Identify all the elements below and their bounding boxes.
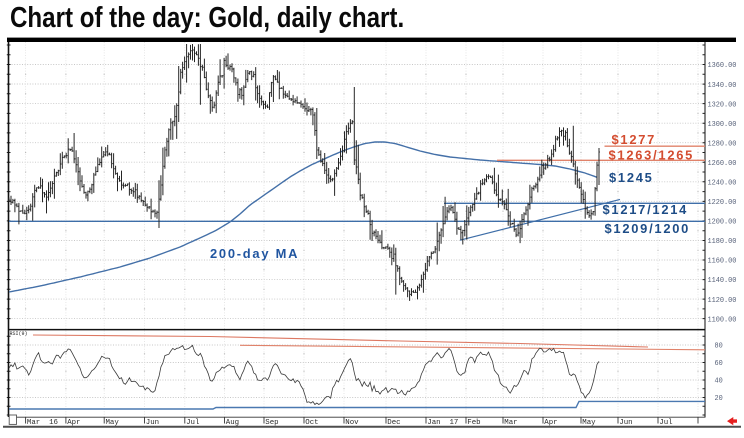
svg-text:1320.00: 1320.00	[708, 101, 737, 109]
svg-text:80: 80	[715, 343, 723, 351]
svg-text:May: May	[106, 419, 120, 427]
svg-text:1300.00: 1300.00	[708, 121, 737, 129]
svg-text:Apr: Apr	[544, 419, 557, 427]
svg-text:Aug: Aug	[226, 419, 239, 427]
svg-text:1120.00: 1120.00	[708, 297, 737, 305]
svg-text:1100.00: 1100.00	[708, 316, 737, 324]
svg-text:Apr: Apr	[67, 419, 80, 427]
svg-text:Mar: Mar	[504, 419, 517, 427]
svg-text:Jul: Jul	[186, 419, 200, 427]
svg-text:1280.00: 1280.00	[708, 140, 737, 148]
svg-text:1340.00: 1340.00	[708, 82, 737, 90]
svg-text:Jun: Jun	[619, 419, 632, 427]
svg-text:Nov: Nov	[345, 419, 359, 427]
svg-text:Jun: Jun	[146, 419, 159, 427]
svg-text:1260.00: 1260.00	[708, 160, 737, 168]
svg-text:1360.00: 1360.00	[708, 62, 737, 70]
svg-text:40: 40	[715, 378, 723, 386]
svg-text:1200.00: 1200.00	[708, 219, 737, 227]
svg-text:$1277: $1277	[612, 132, 657, 147]
svg-text:1160.00: 1160.00	[708, 258, 737, 266]
svg-text:RSI(9): RSI(9)	[10, 331, 28, 337]
svg-text:$1217/1214: $1217/1214	[603, 202, 689, 217]
svg-text:200-day MA: 200-day MA	[210, 246, 299, 261]
svg-text:20: 20	[715, 395, 723, 403]
svg-text:Oct: Oct	[305, 419, 318, 427]
svg-text:1180.00: 1180.00	[708, 238, 737, 246]
svg-text:$1245: $1245	[609, 170, 654, 185]
svg-text:$1209/1200: $1209/1200	[605, 221, 691, 236]
svg-text:1220.00: 1220.00	[708, 199, 737, 207]
svg-text:Dec: Dec	[387, 419, 400, 427]
svg-text:60: 60	[715, 360, 723, 368]
svg-text:Jan 17: Jan 17	[427, 419, 458, 427]
svg-text:May: May	[582, 419, 596, 427]
svg-text:$1263/1265: $1263/1265	[609, 147, 695, 162]
svg-text:Mar 16: Mar 16	[27, 419, 58, 427]
svg-text:Jul: Jul	[659, 419, 673, 427]
svg-text:Feb: Feb	[467, 419, 480, 427]
svg-text:1140.00: 1140.00	[708, 277, 737, 285]
svg-text:1240.00: 1240.00	[708, 180, 737, 188]
svg-text:Sep: Sep	[265, 419, 278, 427]
